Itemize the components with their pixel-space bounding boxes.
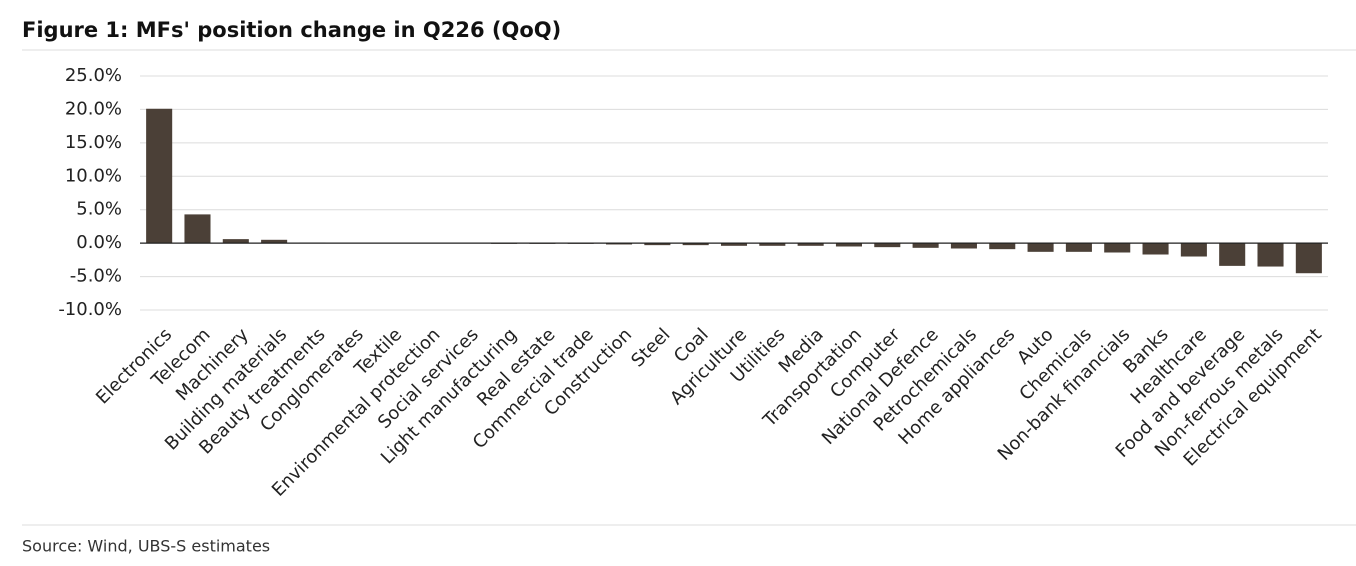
bar <box>1219 243 1246 266</box>
source: Source: Wind, UBS-S estimates <box>22 537 270 556</box>
bar <box>261 239 288 244</box>
bar <box>222 239 249 244</box>
y-tick-label: 10.0% <box>65 165 122 186</box>
bar <box>682 243 709 246</box>
bar <box>874 243 901 248</box>
bar <box>1027 243 1054 252</box>
y-tick-label: 20.0% <box>65 98 122 119</box>
bar <box>950 243 977 249</box>
bar <box>1257 243 1284 267</box>
bar <box>184 214 211 244</box>
y-tick-label: -5.0% <box>70 266 122 287</box>
chart-title: Figure 1: MFs' position change in Q226 (… <box>22 18 561 42</box>
y-tick-label: 15.0% <box>65 132 122 153</box>
bar <box>1180 243 1207 257</box>
bar <box>797 243 824 246</box>
bar <box>759 243 786 246</box>
bar <box>1142 243 1169 255</box>
bar <box>1295 243 1322 274</box>
bar <box>989 243 1016 250</box>
bar <box>835 243 862 247</box>
y-tick-label: 0.0% <box>76 232 122 253</box>
bar <box>1104 243 1131 253</box>
y-tick-label: -10.0% <box>58 299 122 320</box>
bar <box>720 243 748 246</box>
x-tick-label: Steel <box>627 324 674 371</box>
bar <box>606 243 633 245</box>
bar <box>1065 243 1092 252</box>
y-tick-label: 25.0% <box>65 65 122 86</box>
bar <box>912 243 939 248</box>
bar <box>644 243 671 246</box>
bar <box>146 108 173 244</box>
y-tick-label: 5.0% <box>76 199 122 220</box>
